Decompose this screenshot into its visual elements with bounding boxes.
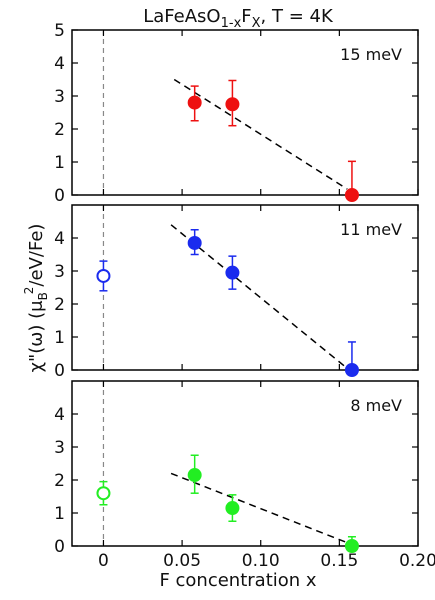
y-tick-label: 4	[54, 229, 65, 249]
data-point	[225, 501, 240, 516]
x-tick-label: 0.15	[320, 551, 358, 571]
data-point	[225, 97, 240, 112]
panel-3: 0 1 2 3 4 0 0.05 0.10 0.15 0.20 8 meV	[54, 380, 435, 571]
y-tick-label: 2	[54, 295, 65, 315]
panel-label: 15 meV	[340, 45, 402, 64]
y-axis-label: χ"(ω) (μB2/eV/Fe)	[22, 224, 50, 373]
panels: 0 1 2 3 4 5 15 meV 0 1 2 3 4 11 meV 0 1 2 3 4 0 0.05 0.10 0.1…	[54, 21, 435, 571]
x-tick-label: 0.20	[399, 551, 435, 571]
panel-label: 8 meV	[350, 396, 402, 415]
data-point	[344, 539, 359, 553]
panel-frame	[71, 29, 419, 196]
y-tick-label: 0	[54, 186, 65, 206]
chart-title: LaFeAsO1-xFX, T = 4K	[143, 6, 334, 31]
y-tick-label: 4	[54, 405, 65, 425]
panel-1: 0 1 2 3 4 5 15 meV	[54, 21, 419, 206]
y-tick-label: 1	[54, 153, 65, 173]
panel-2: 0 1 2 3 4 11 meV	[54, 204, 419, 381]
data-point	[344, 188, 359, 202]
panel-label: 11 meV	[340, 220, 402, 239]
panel-frame	[71, 380, 419, 547]
y-tick-label: 4	[54, 54, 65, 74]
y-tick-label: 2	[54, 120, 65, 140]
data-point	[344, 363, 359, 377]
y-tick-label: 1	[54, 504, 65, 524]
y-tick-label: 0	[54, 361, 65, 381]
y-tick-label: 3	[54, 262, 65, 282]
fit-line	[170, 224, 348, 369]
data-point	[225, 265, 240, 280]
y-tick-label: 1	[54, 328, 65, 348]
data-point	[96, 486, 111, 501]
y-tick-label: 2	[54, 471, 65, 491]
data-point	[187, 235, 202, 250]
x-tick-label: 0.05	[163, 551, 201, 571]
data-point	[187, 95, 202, 110]
data-point	[187, 468, 202, 483]
y-tick-label: 3	[54, 438, 65, 458]
x-axis-label: F concentration x	[159, 570, 316, 591]
y-tick-label: 3	[54, 87, 65, 107]
x-tick-label: 0.10	[242, 551, 280, 571]
data-point	[96, 268, 111, 283]
panel-frame	[71, 204, 419, 371]
x-tick-label: 0	[98, 551, 109, 571]
y-tick-label: 5	[54, 21, 65, 41]
fit-line	[173, 78, 348, 190]
y-tick-label: 0	[54, 537, 65, 557]
fit-line	[170, 472, 348, 544]
